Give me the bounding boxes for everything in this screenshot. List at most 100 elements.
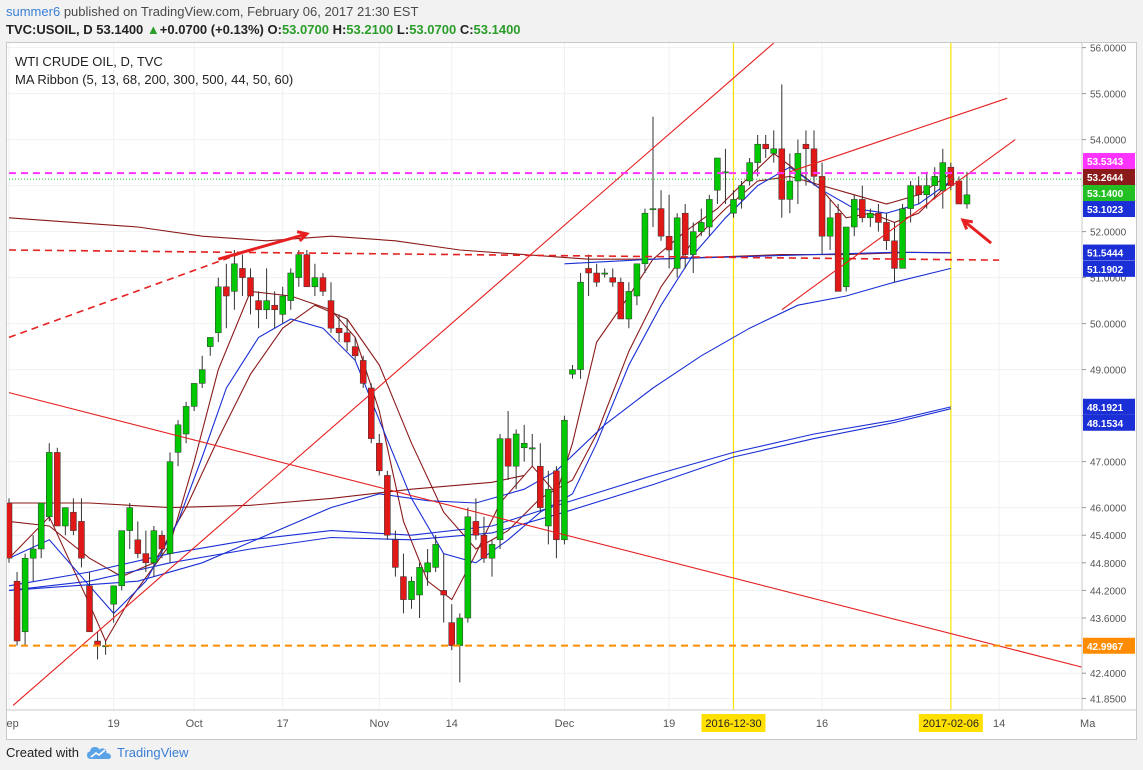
price-tick-label: 43.6000	[1090, 614, 1127, 625]
price-tick-label: 55.0000	[1090, 90, 1127, 101]
time-tick-label: Dec	[555, 718, 575, 730]
candle-up	[649, 208, 657, 211]
price-tag-label: 53.2644	[1087, 173, 1124, 184]
price-tick-label: 52.0000	[1090, 228, 1127, 239]
high-label: H:	[332, 22, 347, 37]
tradingview-brand[interactable]: TradingView	[117, 745, 189, 760]
candle-up	[625, 291, 633, 320]
footer: Created with TradingView	[0, 740, 1143, 770]
ma-line	[8, 267, 952, 591]
created-with-label: Created with	[6, 745, 79, 760]
candle-down	[223, 286, 230, 297]
last-price: 53.1400	[96, 22, 144, 37]
candle-down	[239, 268, 246, 278]
candle-up	[842, 226, 850, 288]
candle-up	[641, 212, 649, 265]
candle-up	[110, 585, 117, 605]
chart-header: summer6 published on TradingView.com, Fe…	[0, 0, 1143, 42]
trendline	[789, 97, 1008, 173]
legend-indicator: MA Ribbon (5, 13, 68, 200, 300, 500, 44,…	[15, 72, 293, 87]
candle-up	[182, 406, 190, 435]
candle-down	[553, 470, 560, 541]
candle-up	[215, 286, 222, 334]
candle-down	[5, 502, 13, 559]
grid	[7, 43, 1089, 710]
candle-up	[529, 447, 536, 450]
candle-up	[118, 530, 125, 587]
candle-up	[174, 424, 182, 453]
price-tag-label: 53.1400	[1087, 189, 1124, 200]
open-label: O:	[267, 22, 282, 37]
time-tick-label: Sep	[7, 718, 19, 730]
candle-down	[335, 327, 343, 334]
candle-up	[464, 516, 472, 619]
candle-down	[78, 521, 85, 559]
candle-down	[247, 277, 254, 297]
time-tick-label: 19	[663, 718, 675, 730]
price-chart-svg[interactable]: 56.000055.000054.000053.000052.000051.00…	[0, 42, 1136, 739]
candle-up	[706, 199, 713, 228]
candle-down	[657, 208, 665, 237]
candle-down	[440, 590, 447, 596]
candle-down	[593, 272, 600, 283]
candle-down	[818, 176, 826, 237]
candle-down	[86, 585, 93, 633]
low-label: L:	[396, 22, 410, 37]
candle-up	[21, 557, 29, 633]
candle-up	[786, 180, 794, 200]
price-tag	[1083, 201, 1135, 218]
trendline	[8, 249, 1000, 261]
price-tick-label: 44.2000	[1090, 586, 1127, 597]
candle-up	[738, 185, 745, 200]
candle-down	[54, 452, 61, 527]
candle-up	[939, 162, 947, 191]
candle-down	[585, 268, 592, 274]
close-value: 53.1400	[473, 22, 521, 37]
highlight-lines	[732, 43, 952, 710]
ma-line	[8, 406, 952, 587]
candle-up	[577, 281, 584, 370]
time-tick-label: 17	[277, 718, 289, 730]
price-tag	[1083, 398, 1135, 415]
candle-up	[867, 212, 874, 219]
author-link[interactable]: summer6	[6, 4, 61, 19]
publish-text: published on TradingView.com, February 0…	[63, 4, 419, 19]
price-tick-label: 44.8000	[1090, 559, 1127, 570]
date-highlight-badge	[918, 714, 983, 732]
chart-area[interactable]: 56.000055.000054.000053.000052.000051.00…	[0, 42, 1137, 740]
price-tag-label: 53.1023	[1087, 205, 1124, 216]
candle-down	[448, 622, 455, 646]
candle-down	[303, 254, 311, 288]
candle-up	[826, 217, 834, 237]
candle-down	[681, 212, 689, 255]
candle-down	[480, 534, 488, 559]
candle-up	[46, 452, 53, 518]
arrows	[217, 218, 993, 261]
candle-down	[351, 346, 359, 357]
candle-down	[359, 360, 367, 384]
candle-up	[126, 507, 133, 531]
price-tag-label: 48.1534	[1087, 419, 1124, 430]
ma-line	[9, 474, 525, 509]
price-tick-label: 51.0000	[1090, 274, 1127, 285]
candle-up	[190, 383, 198, 407]
candle-up	[279, 295, 286, 315]
candle-up	[569, 369, 576, 375]
close-label: C:	[459, 22, 474, 37]
time-tick-label: 19	[108, 718, 120, 730]
price-tag-label: 48.1921	[1087, 403, 1124, 414]
candle-up	[416, 567, 423, 596]
price-tick-label: 54.0000	[1090, 136, 1127, 147]
candle-down	[368, 387, 375, 439]
price-tags: 53.5343 53.2644 53.1400 53.1023 51.5444 51.19…	[1083, 153, 1135, 654]
candle-up	[150, 530, 158, 564]
candle-up	[166, 461, 174, 554]
high-value: 53.2100	[346, 22, 394, 37]
price-tick-label: 47.0000	[1090, 458, 1127, 469]
price-tick-label: 50.0000	[1090, 320, 1127, 331]
candle-up	[263, 300, 270, 311]
candle-down	[537, 465, 544, 508]
price-tag	[1083, 244, 1135, 261]
time-tick-label: Nov	[370, 718, 390, 730]
candle-up	[730, 199, 737, 214]
